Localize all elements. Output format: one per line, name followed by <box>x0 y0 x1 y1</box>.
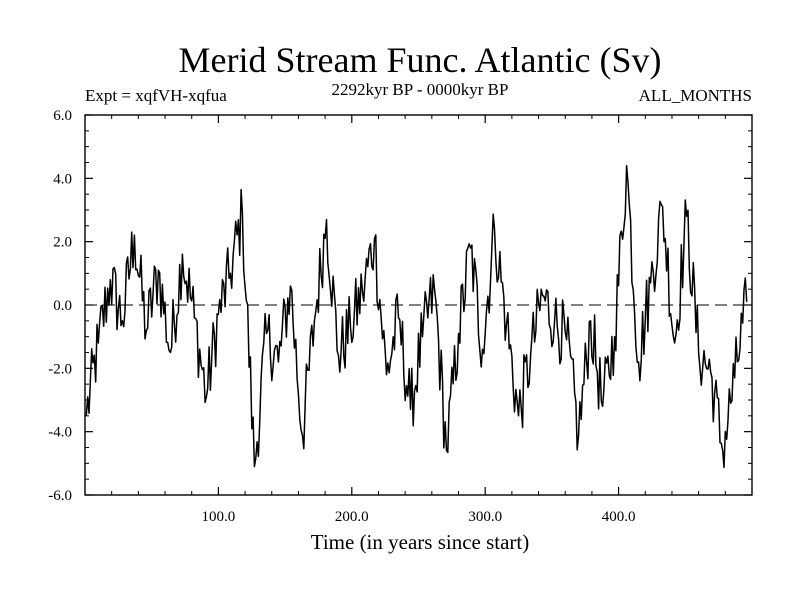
tick-labels: 6.0 4.0 2.0 0.0 -2.0 -4.0 -6.0 100.0 200.0 300.0 4… <box>48 108 635 525</box>
tick-marks <box>85 114 752 496</box>
months-label: ALL_MONTHS <box>639 86 752 105</box>
x-tick-label: 400.0 <box>602 509 636 525</box>
y-tick-label: 4.0 <box>53 171 72 187</box>
y-tick-label: -4.0 <box>48 425 72 441</box>
x-tick-label: 200.0 <box>335 509 369 525</box>
y-tick-label: -2.0 <box>48 361 72 377</box>
y-tick-label: 6.0 <box>53 108 72 124</box>
x-axis-label: Time (in years since start) <box>311 530 530 554</box>
y-tick-label: 2.0 <box>53 235 72 251</box>
experiment-label: Expt = xqfVH-xqfua <box>85 86 227 105</box>
chart-title: Merid Stream Func. Atlantic (Sv) <box>179 40 662 80</box>
y-tick-label: -6.0 <box>48 488 72 504</box>
y-tick-label: 0.0 <box>53 298 72 314</box>
series-line <box>85 164 748 469</box>
x-tick-label: 300.0 <box>468 509 502 525</box>
time-range-label: 2292kyr BP - 0000kyr BP <box>332 80 509 99</box>
x-tick-label: 100.0 <box>202 509 236 525</box>
